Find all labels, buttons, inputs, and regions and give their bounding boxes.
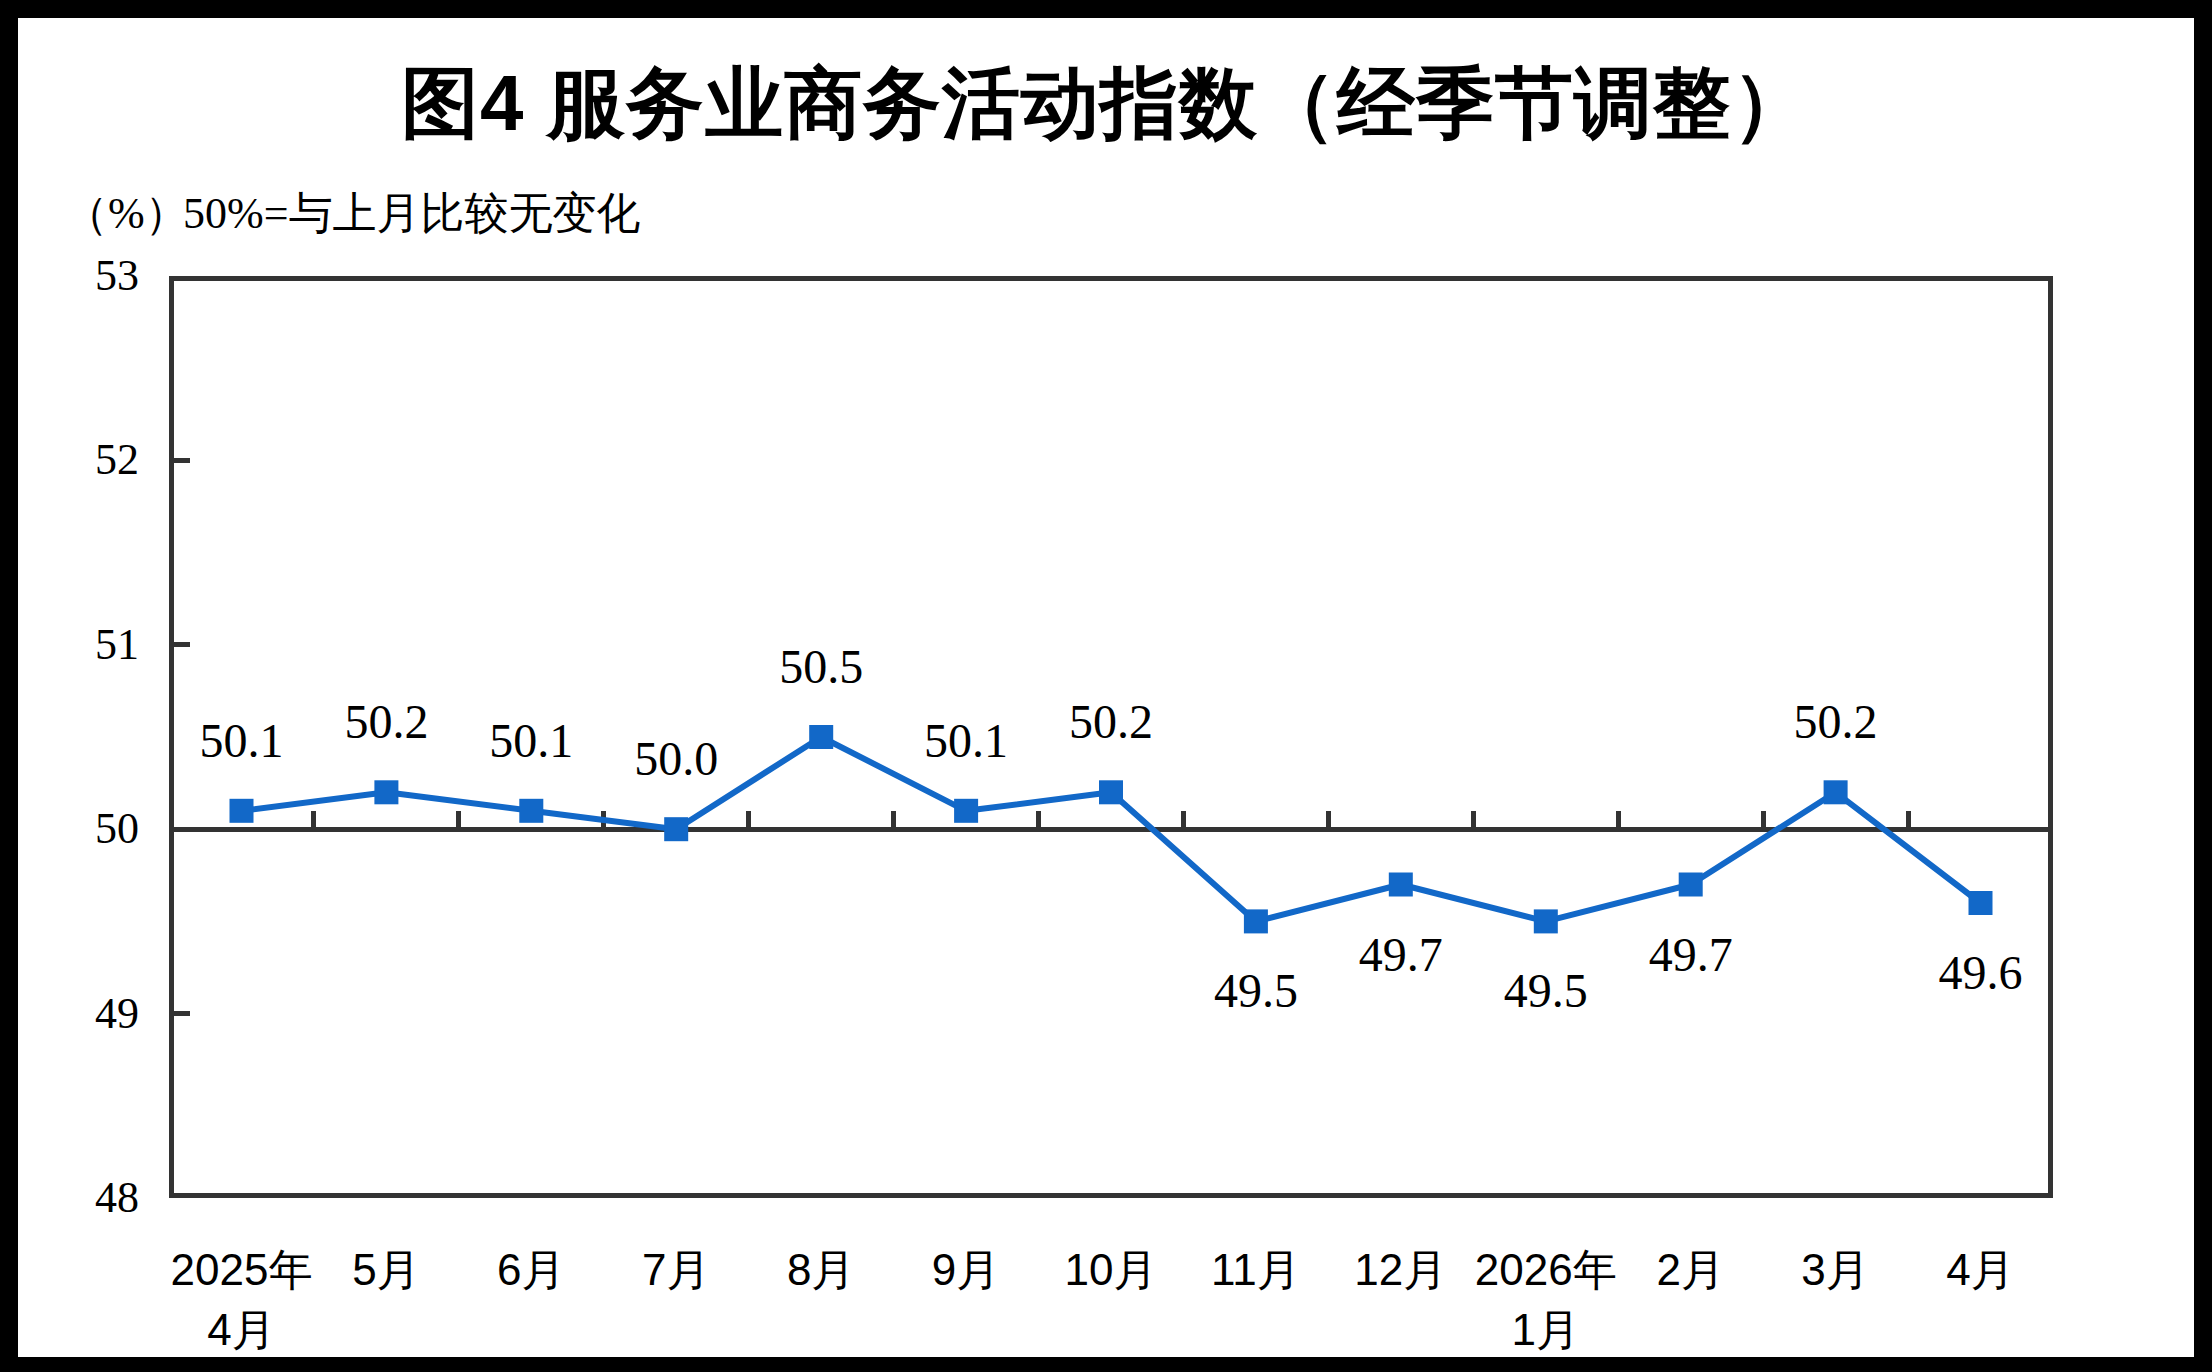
x-axis-label: 10月 <box>1065 1240 1158 1300</box>
x-axis-label: 12月 <box>1354 1240 1447 1300</box>
x-axis-label: 3月 <box>1801 1240 1869 1300</box>
x-axis-label: 9月 <box>932 1240 1000 1300</box>
x-axis-label-line: 11月 <box>1211 1240 1301 1300</box>
data-point-label: 50.5 <box>779 643 863 691</box>
x-axis-label-line: 1月 <box>1475 1300 1617 1360</box>
x-axis-label-line: 7月 <box>642 1240 710 1300</box>
data-point-label: 49.5 <box>1504 967 1588 1015</box>
data-point-label: 50.2 <box>344 698 428 746</box>
x-axis-label-line: 8月 <box>787 1240 855 1300</box>
x-axis-label-line: 4月 <box>1946 1240 2014 1300</box>
chart-title: 图4 服务业商务活动指数（经季节调整） <box>18 52 2194 157</box>
x-axis-label-line: 6月 <box>497 1240 565 1300</box>
x-axis-label: 2月 <box>1656 1240 1724 1300</box>
x-axis-label-line: 3月 <box>1801 1240 1869 1300</box>
data-point-label: 50.2 <box>1794 698 1878 746</box>
x-axis-label: 11月 <box>1211 1240 1301 1300</box>
x-axis-label: 8月 <box>787 1240 855 1300</box>
x-axis-label: 5月 <box>352 1240 420 1300</box>
data-point-label: 50.1 <box>924 717 1008 765</box>
data-point-label: 50.1 <box>199 717 283 765</box>
x-axis-label-line: 2月 <box>1656 1240 1724 1300</box>
x-axis-label: 2026年1月 <box>1475 1240 1617 1360</box>
data-point-label: 49.6 <box>1939 949 2023 997</box>
data-point-label: 49.7 <box>1359 931 1443 979</box>
x-axis-label-line: 5月 <box>352 1240 420 1300</box>
x-axis-label: 4月 <box>1946 1240 2014 1300</box>
y-axis-unit-label: （%） <box>64 184 189 243</box>
y-axis-label: 53 <box>29 254 139 298</box>
x-axis-label-line: 9月 <box>932 1240 1000 1300</box>
y-axis-label: 49 <box>29 992 139 1036</box>
data-point-label: 49.5 <box>1214 967 1298 1015</box>
data-point-label: 50.2 <box>1069 698 1153 746</box>
y-axis-label: 50 <box>29 807 139 851</box>
x-axis-label-line: 2025年 <box>171 1240 313 1300</box>
y-axis-label: 52 <box>29 438 139 482</box>
data-point-label: 50.1 <box>489 717 573 765</box>
data-point-label: 50.0 <box>634 735 718 783</box>
x-axis-label-line: 10月 <box>1065 1240 1158 1300</box>
x-axis-label: 6月 <box>497 1240 565 1300</box>
y-axis-label: 51 <box>29 623 139 667</box>
x-axis-label: 2025年4月 <box>171 1240 313 1360</box>
baseline-note: 50%=与上月比较无变化 <box>183 184 640 243</box>
y-axis-label: 48 <box>29 1176 139 1220</box>
x-axis-label-line: 4月 <box>171 1300 313 1360</box>
data-point-label: 49.7 <box>1649 931 1733 979</box>
x-axis-label: 7月 <box>642 1240 710 1300</box>
x-axis-label-line: 12月 <box>1354 1240 1447 1300</box>
figure-frame: 图4 服务业商务活动指数（经季节调整） （%） 50%=与上月比较无变化 53 5… <box>0 0 2212 1372</box>
x-axis-label-line: 2026年 <box>1475 1240 1617 1300</box>
